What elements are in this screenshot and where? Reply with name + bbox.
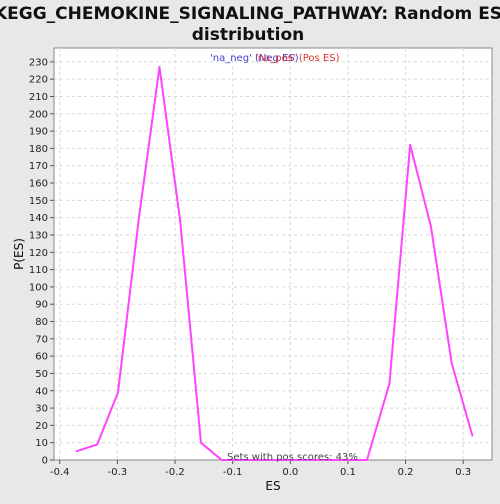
axes: 0 10 20 30 40 50 60 70 80 90 100 110 120 130 140 150 160… bbox=[29, 57, 471, 478]
data-point bbox=[345, 459, 347, 461]
y-tick-label: 40 bbox=[35, 386, 48, 397]
data-point bbox=[220, 459, 223, 461]
legend-neg-label: 'na_neg' (Neg ES) bbox=[210, 53, 299, 64]
data-point bbox=[303, 459, 306, 461]
y-tick-label: 200 bbox=[29, 109, 48, 120]
y-tick-label: 220 bbox=[29, 75, 48, 86]
y-tick-label: 230 bbox=[29, 57, 48, 68]
chart-title-line-1: KEGG_CHEMOKINE_SIGNALING_PATHWAY: Random… bbox=[0, 4, 500, 24]
y-tick-label: 20 bbox=[35, 421, 48, 432]
y-tick-label: 50 bbox=[35, 369, 48, 380]
data-point bbox=[96, 443, 99, 446]
data-point bbox=[430, 225, 432, 228]
data-point bbox=[241, 459, 244, 461]
x-tick-label: 0.1 bbox=[340, 467, 356, 478]
data-point bbox=[471, 434, 474, 437]
y-tick-label: 0 bbox=[42, 456, 48, 467]
y-tick-label: 10 bbox=[35, 438, 48, 449]
data-point bbox=[158, 66, 161, 68]
x-tick-label: -0.4 bbox=[50, 467, 70, 478]
y-tick-label: 160 bbox=[29, 179, 48, 190]
x-tick-label: 0.2 bbox=[398, 467, 414, 478]
legend-pos-label: 'na_pos' (Pos ES) bbox=[255, 53, 340, 64]
y-tick-label: 30 bbox=[35, 404, 48, 415]
x-tick-label: -0.2 bbox=[165, 467, 185, 478]
series-layer bbox=[75, 66, 474, 461]
data-point bbox=[117, 391, 119, 394]
y-tick-label: 110 bbox=[29, 265, 48, 276]
data-point bbox=[283, 459, 285, 461]
y-tick-label: 60 bbox=[35, 352, 48, 363]
data-point bbox=[262, 459, 265, 461]
y-tick-label: 100 bbox=[29, 282, 48, 293]
x-tick-label: 0.0 bbox=[282, 467, 298, 478]
x-tick-label: -0.1 bbox=[223, 467, 243, 478]
data-point bbox=[179, 220, 182, 222]
series-line bbox=[76, 66, 474, 461]
data-point bbox=[388, 383, 391, 385]
y-tick-label: 140 bbox=[29, 213, 48, 224]
y-tick-label: 210 bbox=[29, 92, 48, 103]
y-tick-label: 130 bbox=[29, 230, 48, 241]
data-point bbox=[200, 441, 202, 444]
x-axis-label: ES bbox=[265, 479, 280, 493]
data-point bbox=[409, 144, 411, 146]
x-tick-label: -0.3 bbox=[108, 467, 128, 478]
data-point bbox=[324, 459, 327, 461]
y-tick-label: 150 bbox=[29, 196, 48, 207]
chart-title-line-2: distribution bbox=[192, 25, 304, 45]
y-axis-label: P(ES) bbox=[12, 238, 26, 270]
y-tick-label: 190 bbox=[29, 127, 48, 138]
annotation-pos-scores: Sets with pos scores: 43% bbox=[227, 452, 358, 463]
x-tick-label: 0.3 bbox=[455, 467, 471, 478]
y-tick-label: 70 bbox=[35, 334, 48, 345]
y-tick-label: 170 bbox=[29, 161, 48, 172]
plot-area bbox=[53, 47, 493, 461]
grid-lines bbox=[54, 48, 492, 460]
y-tick-label: 80 bbox=[35, 317, 48, 328]
data-point bbox=[450, 362, 453, 364]
y-tick-label: 90 bbox=[35, 300, 48, 311]
data-point bbox=[75, 450, 78, 453]
y-tick-label: 120 bbox=[29, 248, 48, 259]
y-tick-label: 180 bbox=[29, 144, 48, 155]
data-point bbox=[137, 218, 140, 221]
data-point bbox=[366, 459, 368, 461]
